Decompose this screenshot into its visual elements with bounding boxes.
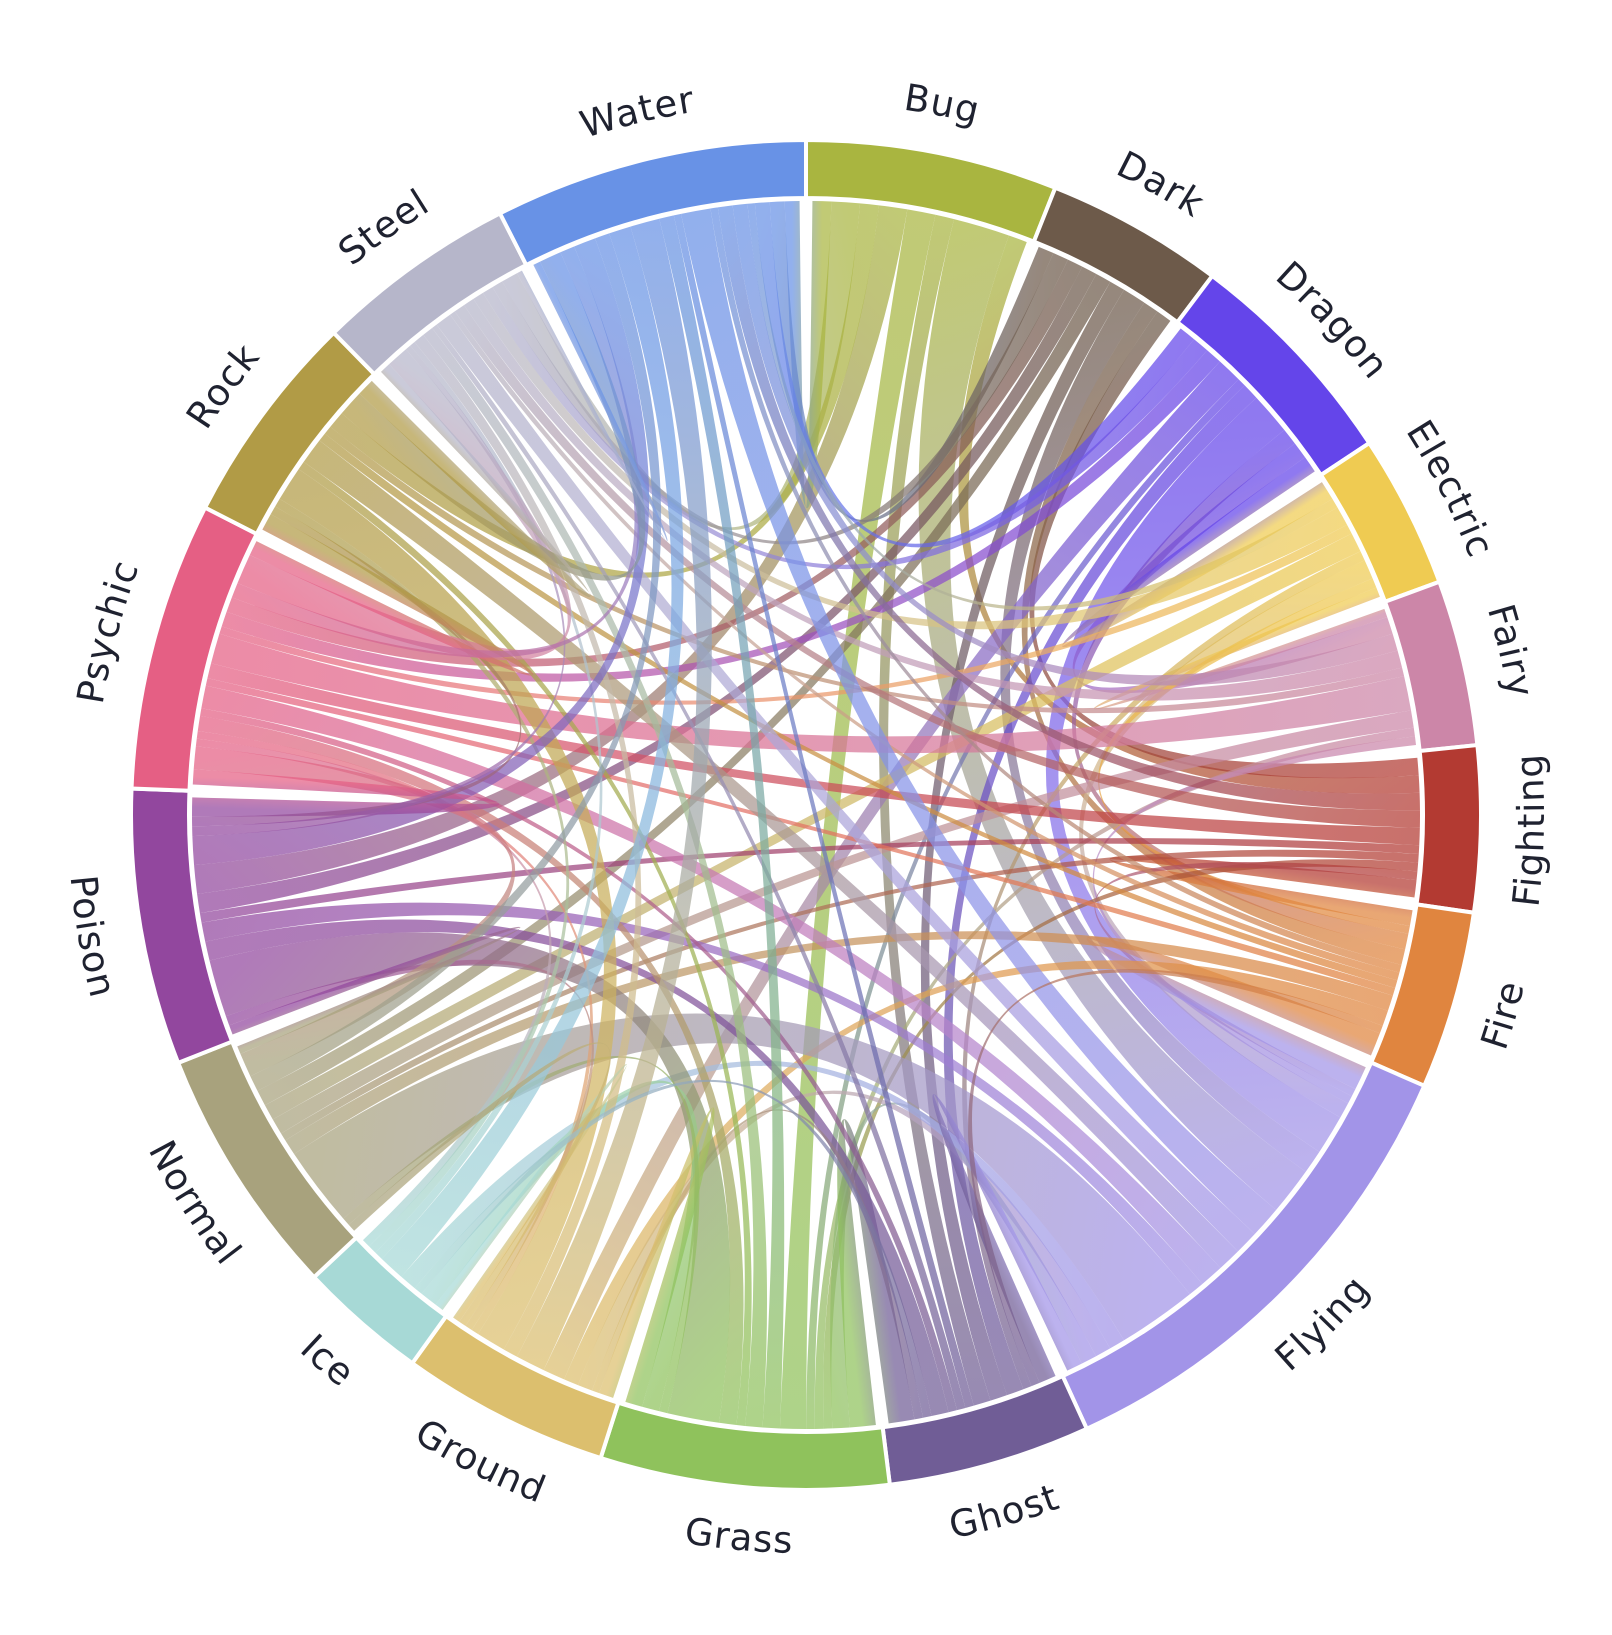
- ribbon-normal-ground: [348, 1042, 611, 1326]
- ribbon-psychic-rock: [249, 514, 534, 676]
- ribbons-layer: [191, 201, 1420, 1429]
- ribbon-fire-psychic: [205, 678, 1396, 996]
- ribbon-normal-poison: [229, 926, 521, 1054]
- ribbon-ghost-psychic: [200, 708, 957, 1413]
- group-label-rock: Rock: [178, 335, 268, 436]
- ribbon-ghost-grass: [837, 1119, 915, 1428]
- ribbon-flying-grass: [830, 1102, 1097, 1429]
- ribbon-grass-ground: [598, 1107, 715, 1407]
- ribbon-fire-flying: [1086, 936, 1380, 1090]
- group-label-psychic: Psychic: [69, 554, 147, 706]
- ribbon-dragon-steel: [482, 287, 1208, 570]
- ribbon-fighting-poison: [199, 838, 1420, 923]
- group-label-poison: Poison: [62, 873, 125, 1002]
- group-arc-fighting: [1414, 742, 1483, 916]
- group-label-ice: Ice: [292, 1326, 363, 1395]
- ribbon-bug-flying: [918, 219, 1306, 1210]
- group-label-dark: Dark: [1110, 143, 1212, 226]
- ribbon-flying-poison: [201, 902, 1203, 1295]
- ribbon-dragon-psychic: [221, 350, 1220, 682]
- ribbon-bug-fighting: [958, 235, 1420, 794]
- group-label-ghost: Ghost: [945, 1475, 1065, 1547]
- ribbon-ice-rock: [275, 498, 570, 1253]
- ribbon-fire-water: [710, 207, 1402, 973]
- ribbon-dragon-electric: [1062, 457, 1333, 648]
- group-label-grass: Grass: [682, 1509, 794, 1562]
- group-label-fairy: Fairy: [1479, 599, 1542, 701]
- ribbon-grass-poison: [209, 932, 731, 1423]
- ribbon-fairy-psychic: [211, 633, 1412, 754]
- ribbon-flying-steel: [436, 314, 1255, 1252]
- group-label-fighting: Fighting: [1504, 752, 1553, 909]
- ribbon-flying-rock: [303, 440, 1238, 1268]
- ribbon-fighting-fire: [1109, 856, 1417, 926]
- inner-separator-ring: [188, 197, 1424, 1433]
- group-label-water: Water: [575, 78, 697, 147]
- ribbon-ice-water: [381, 226, 684, 1277]
- ribbon-poison-psychic: [191, 769, 500, 817]
- group-arcs-layer: [129, 137, 1483, 1492]
- ribbon-electric-normal: [264, 533, 1361, 1120]
- ribbon-ghost-water: [673, 213, 974, 1408]
- ribbon-grass-water: [659, 215, 785, 1429]
- ribbon-flying-ghost: [932, 1094, 1082, 1383]
- ribbon-dark-water: [769, 201, 1054, 522]
- group-label-fire: Fire: [1473, 976, 1533, 1054]
- ribbon-fighting-steel: [454, 305, 1420, 828]
- ribbon-dragon-fire: [1071, 430, 1409, 950]
- ribbon-poison-water: [192, 238, 650, 866]
- ribbon-normal-psychic: [193, 746, 516, 1077]
- ribbon-bug-grass: [779, 209, 936, 1429]
- ribbon-ground-water: [516, 218, 712, 1371]
- group-label-bug: Bug: [901, 76, 984, 133]
- ribbon-fairy-rock: [324, 426, 1405, 714]
- ribbon-fighting-psychic: [207, 663, 1420, 846]
- ribbon-dark-psychic: [226, 259, 1083, 667]
